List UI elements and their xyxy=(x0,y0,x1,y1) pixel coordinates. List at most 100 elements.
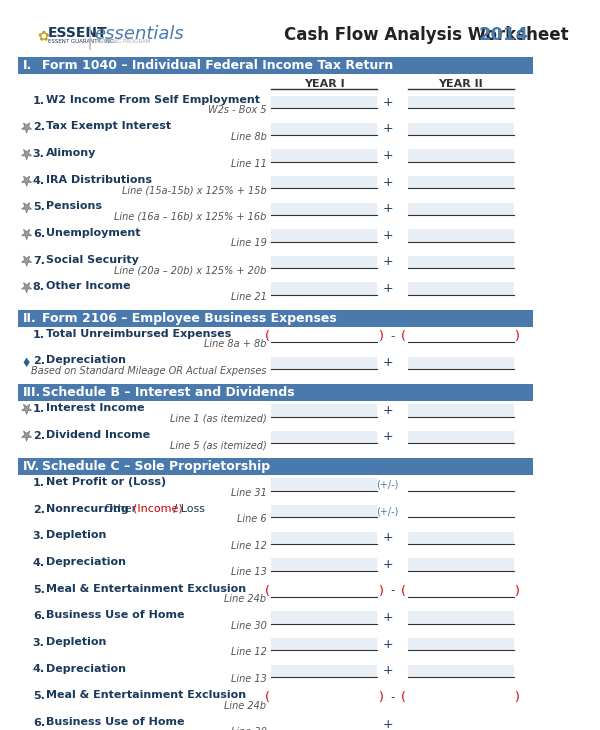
Text: Line 24b: Line 24b xyxy=(224,701,266,710)
Text: 1.: 1. xyxy=(33,478,45,488)
Text: (+/-): (+/-) xyxy=(376,480,398,490)
FancyBboxPatch shape xyxy=(408,665,514,677)
FancyBboxPatch shape xyxy=(408,150,514,161)
Text: I.: I. xyxy=(23,59,32,72)
FancyBboxPatch shape xyxy=(271,150,377,161)
Text: +: + xyxy=(382,531,393,545)
Text: +: + xyxy=(382,431,393,443)
Text: -: - xyxy=(391,691,395,704)
Text: Line 5 (as itemized): Line 5 (as itemized) xyxy=(170,440,266,450)
Text: (: ( xyxy=(265,330,269,342)
Polygon shape xyxy=(22,176,32,186)
Text: Line 19: Line 19 xyxy=(231,239,266,248)
FancyBboxPatch shape xyxy=(271,96,377,109)
Text: YEAR II: YEAR II xyxy=(439,79,483,88)
Text: Business Use of Home: Business Use of Home xyxy=(46,717,185,727)
Text: Social Security: Social Security xyxy=(46,255,139,264)
Text: 5.: 5. xyxy=(33,202,44,212)
Text: +: + xyxy=(382,664,393,677)
Text: Line 30: Line 30 xyxy=(231,727,266,730)
Text: ): ) xyxy=(379,585,383,598)
FancyBboxPatch shape xyxy=(11,0,540,694)
Text: +: + xyxy=(382,202,393,215)
Text: / Loss: / Loss xyxy=(170,504,205,514)
FancyBboxPatch shape xyxy=(271,638,377,650)
Text: +: + xyxy=(382,229,393,242)
Text: 1.: 1. xyxy=(33,330,45,339)
FancyBboxPatch shape xyxy=(408,404,514,417)
Text: ESSENT GUARANTY, INC.: ESSENT GUARANTY, INC. xyxy=(48,39,115,43)
Text: 8.: 8. xyxy=(33,283,45,292)
Text: IV.: IV. xyxy=(23,461,40,474)
FancyBboxPatch shape xyxy=(18,57,533,74)
Text: ): ) xyxy=(379,691,383,704)
Text: Dividend Income: Dividend Income xyxy=(46,429,150,439)
Text: 1.: 1. xyxy=(33,96,45,106)
Text: (: ( xyxy=(265,691,269,704)
Text: (: ( xyxy=(401,691,406,704)
Text: +: + xyxy=(382,558,393,571)
Text: (+/-): (+/-) xyxy=(376,506,398,516)
Text: Line (20a – 20b) x 125% + 20b: Line (20a – 20b) x 125% + 20b xyxy=(114,265,266,275)
Polygon shape xyxy=(22,203,32,213)
Text: +: + xyxy=(382,718,393,730)
Text: Line 24b: Line 24b xyxy=(224,594,266,604)
Text: Net Profit or (Loss): Net Profit or (Loss) xyxy=(46,477,166,487)
Text: 4.: 4. xyxy=(33,176,45,185)
FancyBboxPatch shape xyxy=(18,458,533,475)
FancyBboxPatch shape xyxy=(271,123,377,135)
Text: Depreciation: Depreciation xyxy=(46,664,126,674)
FancyBboxPatch shape xyxy=(408,531,514,544)
Text: Nonrecurring: Nonrecurring xyxy=(46,504,129,514)
Text: ): ) xyxy=(515,585,520,598)
Text: Schedule B – Interest and Dividends: Schedule B – Interest and Dividends xyxy=(41,386,294,399)
FancyBboxPatch shape xyxy=(271,665,377,677)
Text: -: - xyxy=(391,585,395,598)
FancyBboxPatch shape xyxy=(408,229,514,242)
Text: Business Use of Home: Business Use of Home xyxy=(46,610,185,620)
FancyBboxPatch shape xyxy=(408,96,514,109)
Text: +: + xyxy=(382,255,393,269)
FancyBboxPatch shape xyxy=(271,404,377,417)
FancyBboxPatch shape xyxy=(408,255,514,268)
Text: +: + xyxy=(382,96,393,109)
FancyBboxPatch shape xyxy=(408,283,514,295)
Polygon shape xyxy=(22,431,32,441)
Text: III.: III. xyxy=(23,386,41,399)
Text: 1.: 1. xyxy=(33,404,45,414)
FancyBboxPatch shape xyxy=(408,123,514,135)
Text: YEAR I: YEAR I xyxy=(304,79,344,88)
Text: 3.: 3. xyxy=(33,149,44,159)
Text: +: + xyxy=(382,404,393,417)
FancyBboxPatch shape xyxy=(271,612,377,624)
Text: Based on Standard Mileage OR Actual Expenses: Based on Standard Mileage OR Actual Expe… xyxy=(31,366,266,376)
Text: 5.: 5. xyxy=(33,691,44,701)
Text: ESSENT: ESSENT xyxy=(48,26,107,40)
Text: Line (15a-15b) x 125% + 15b: Line (15a-15b) x 125% + 15b xyxy=(122,185,266,195)
Text: Line 31: Line 31 xyxy=(231,488,266,498)
Text: 2.: 2. xyxy=(33,431,45,440)
Text: +: + xyxy=(382,282,393,295)
Text: +: + xyxy=(382,638,393,650)
FancyBboxPatch shape xyxy=(271,531,377,544)
Text: 5.: 5. xyxy=(33,585,44,595)
FancyBboxPatch shape xyxy=(408,431,514,443)
FancyBboxPatch shape xyxy=(408,612,514,624)
Text: ): ) xyxy=(379,330,383,342)
Text: II.: II. xyxy=(23,312,37,325)
Text: +: + xyxy=(382,611,393,624)
Polygon shape xyxy=(22,256,32,266)
Text: Unemployment: Unemployment xyxy=(46,228,140,238)
Text: Line 21: Line 21 xyxy=(231,292,266,301)
Text: +: + xyxy=(382,176,393,188)
Text: 6.: 6. xyxy=(33,718,45,728)
Text: Line 12: Line 12 xyxy=(231,648,266,657)
FancyBboxPatch shape xyxy=(408,202,514,215)
Text: 6.: 6. xyxy=(33,611,45,621)
Text: Schedule C – Sole Proprietorship: Schedule C – Sole Proprietorship xyxy=(41,461,270,474)
FancyBboxPatch shape xyxy=(271,357,377,369)
Text: +: + xyxy=(382,123,393,135)
FancyBboxPatch shape xyxy=(271,202,377,215)
Text: 7.: 7. xyxy=(33,255,45,266)
FancyBboxPatch shape xyxy=(18,384,533,402)
